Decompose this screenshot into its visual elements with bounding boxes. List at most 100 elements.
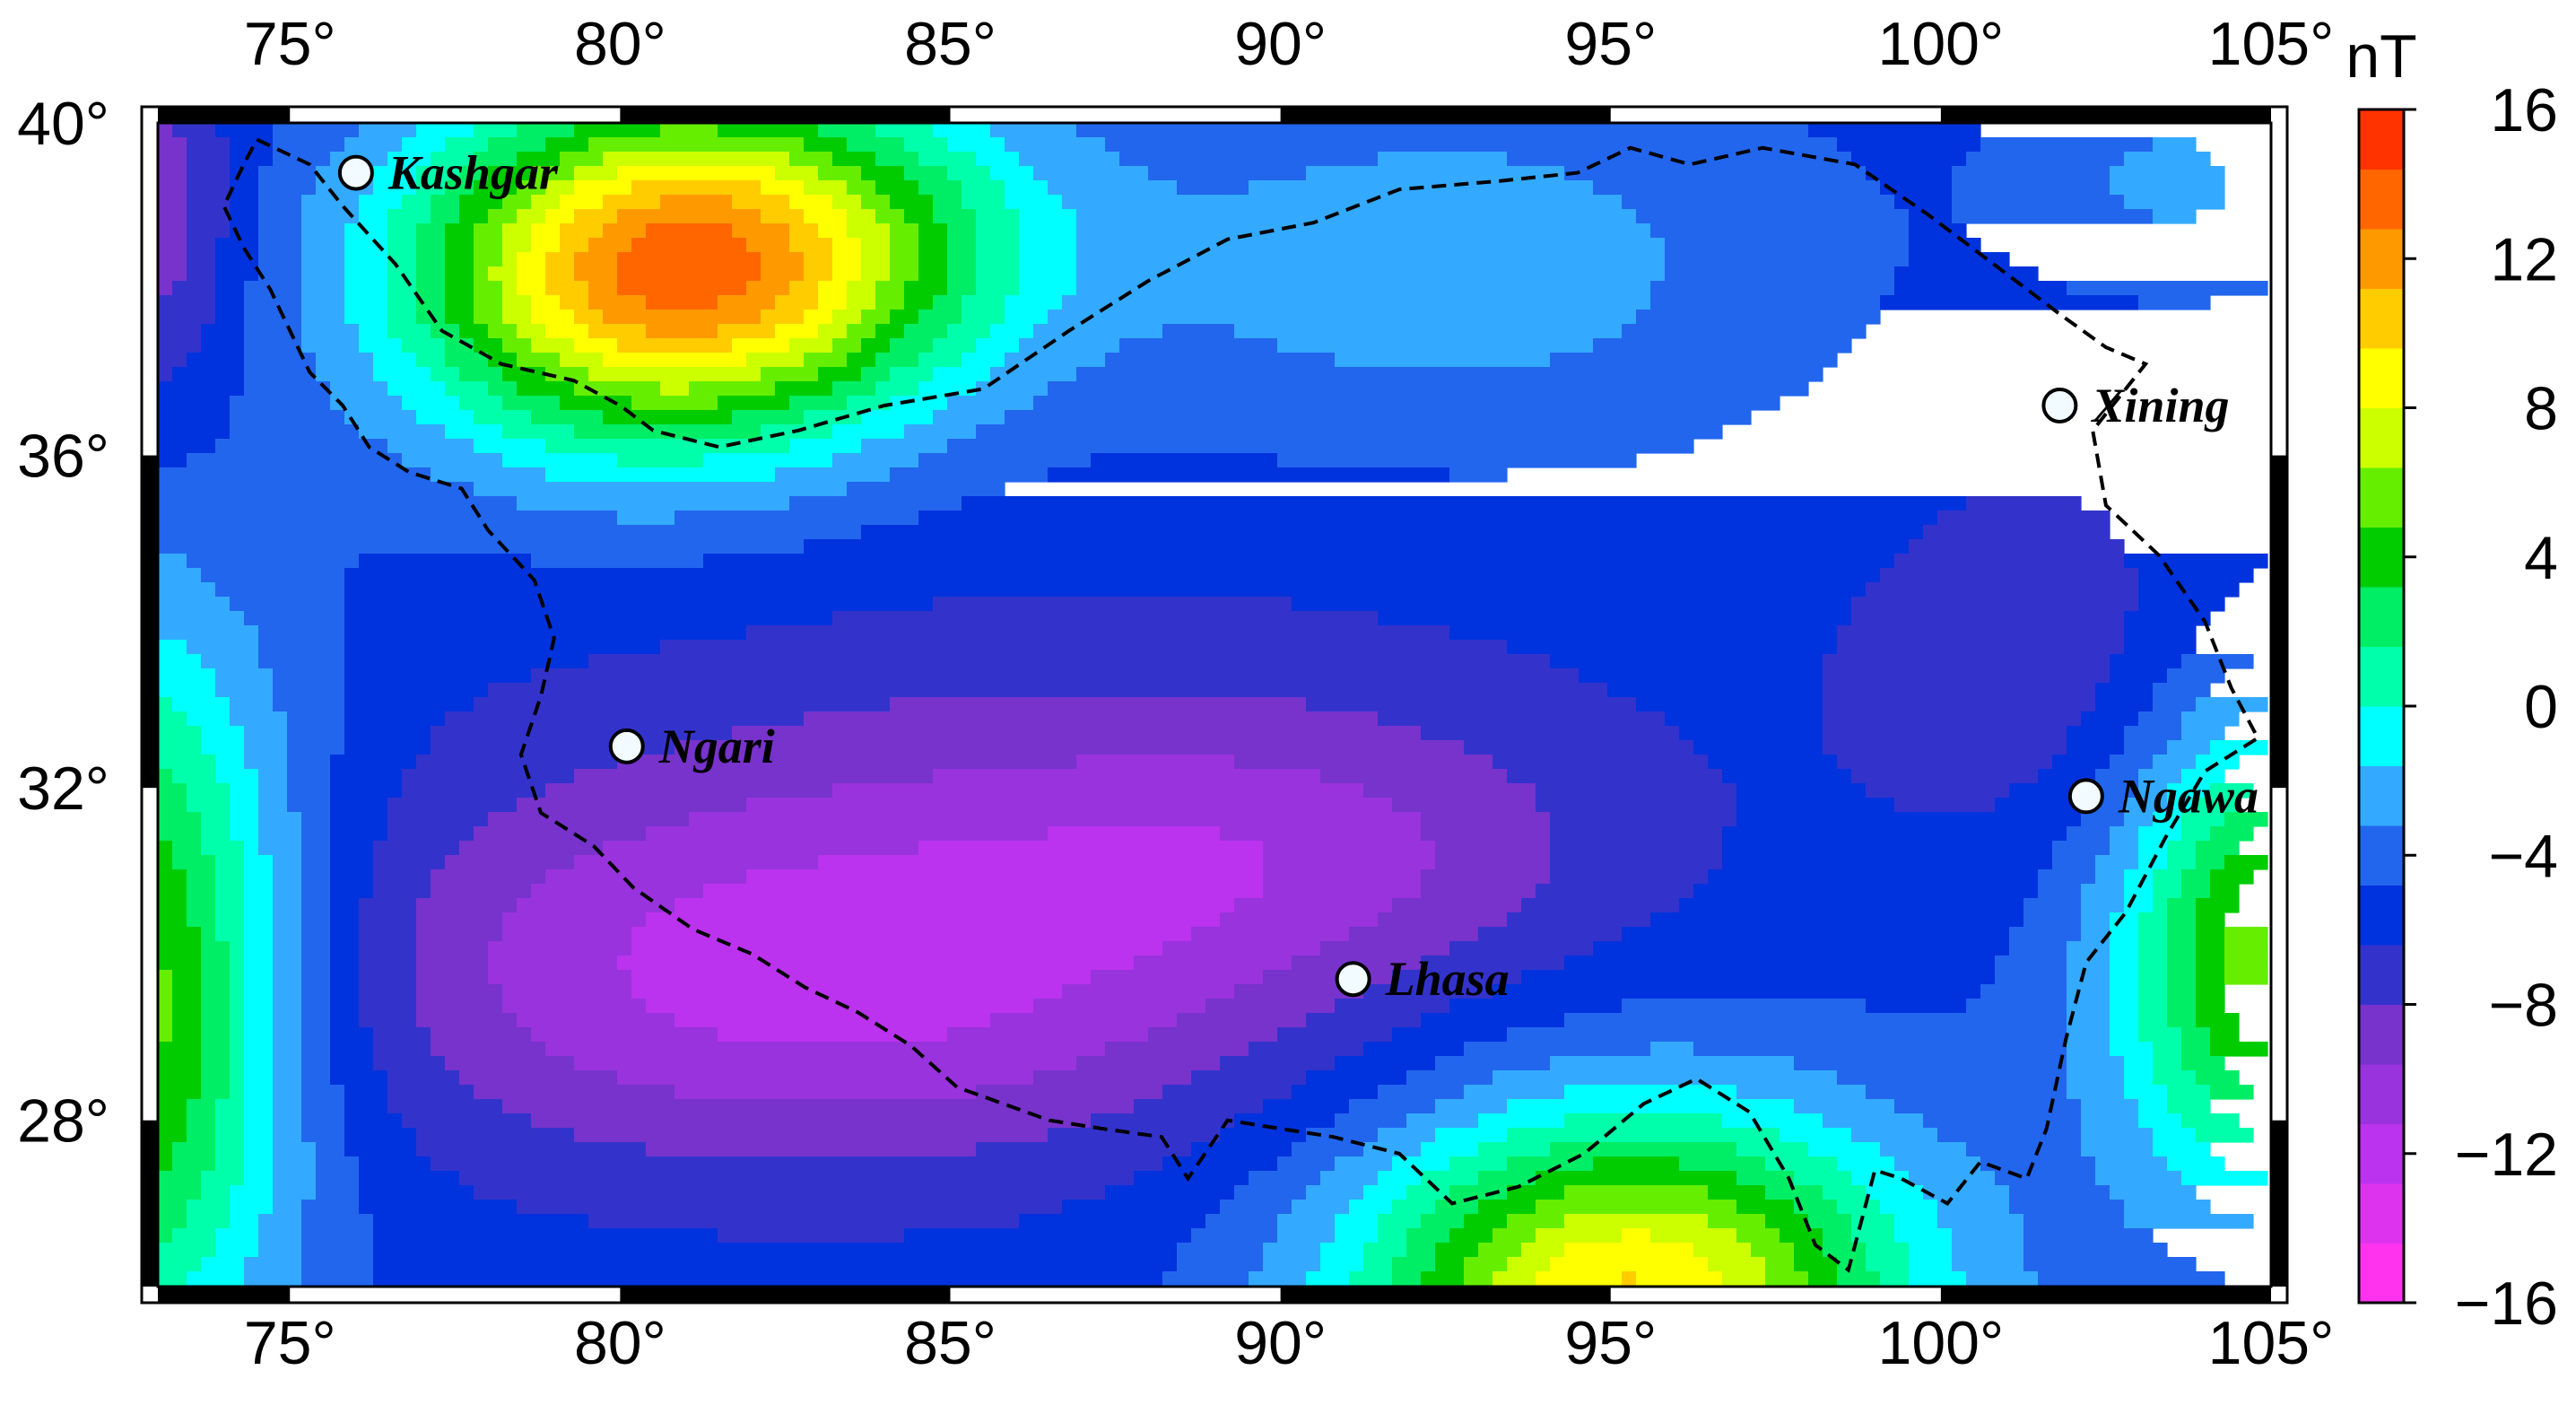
contour-cell bbox=[1277, 1027, 1393, 1043]
contour-cell bbox=[2067, 1056, 2125, 1071]
contour-cell bbox=[1909, 238, 1981, 253]
contour-cell bbox=[2110, 654, 2182, 669]
contour-cell bbox=[832, 381, 876, 397]
contour-cell bbox=[1823, 1113, 1924, 1129]
contour-cell bbox=[918, 238, 948, 253]
contour-cell bbox=[474, 310, 503, 325]
contour-cell bbox=[847, 223, 891, 239]
contour-cell bbox=[416, 238, 446, 253]
contour-cell bbox=[646, 295, 718, 310]
contour-cell bbox=[861, 310, 891, 325]
contour-cell bbox=[517, 209, 546, 224]
contour-cell bbox=[201, 1185, 231, 1200]
contour-cell bbox=[588, 1214, 1020, 1229]
contour-cell bbox=[904, 1228, 1192, 1244]
contour-cell bbox=[1162, 1271, 1249, 1287]
contour-cell bbox=[158, 1099, 187, 1114]
contour-cell bbox=[947, 223, 977, 239]
contour-cell bbox=[1966, 152, 2125, 167]
contour-cell bbox=[187, 798, 231, 813]
contour-cell bbox=[1449, 999, 1623, 1014]
contour-cell bbox=[2038, 884, 2082, 899]
contour-cell bbox=[732, 195, 790, 210]
place-label-ngari: Ngari bbox=[658, 720, 775, 773]
contour-cell bbox=[674, 1085, 977, 1100]
contour-cell bbox=[502, 252, 518, 267]
contour-cell bbox=[847, 324, 876, 339]
contour-cell bbox=[287, 755, 331, 770]
contour-cell bbox=[474, 223, 503, 239]
contour-cell bbox=[1622, 927, 2010, 942]
contour-cell bbox=[1162, 941, 1321, 956]
contour-cell bbox=[373, 1027, 431, 1043]
contour-cell bbox=[230, 697, 274, 712]
contour-cell bbox=[1952, 166, 2110, 181]
contour-cell bbox=[215, 884, 245, 899]
contour-cell bbox=[373, 367, 431, 382]
contour-cell bbox=[301, 869, 331, 885]
contour-cell bbox=[2095, 783, 2139, 798]
frame-bar bbox=[142, 455, 158, 789]
contour-cell bbox=[1421, 1013, 1565, 1028]
contour-cell bbox=[416, 123, 474, 138]
contour-cell bbox=[746, 798, 1393, 813]
contour-cell bbox=[1794, 1171, 1852, 1186]
contour-cell bbox=[1105, 1185, 1235, 1200]
contour-cell bbox=[172, 1027, 202, 1043]
contour-cell bbox=[2052, 855, 2096, 870]
contour-cell bbox=[459, 1171, 1135, 1186]
colorbar-swatch bbox=[2359, 527, 2404, 588]
contour-cell bbox=[531, 238, 561, 253]
contour-cell bbox=[258, 798, 288, 813]
contour-cell bbox=[603, 152, 790, 167]
contour-cell bbox=[832, 266, 862, 282]
contour-cell bbox=[2095, 1156, 2168, 1172]
contour-cell bbox=[1679, 726, 1823, 741]
contour-cell bbox=[1765, 1271, 1809, 1287]
contour-cell bbox=[215, 927, 245, 942]
contour-cell bbox=[1005, 410, 1752, 425]
contour-cell bbox=[244, 1128, 274, 1143]
contour-cell bbox=[545, 137, 589, 153]
contour-cell bbox=[1521, 1243, 1565, 1258]
contour-cell bbox=[1995, 970, 2067, 985]
contour-cell bbox=[488, 970, 632, 985]
contour-cell bbox=[933, 295, 962, 310]
contour-cell bbox=[847, 353, 876, 368]
contour-cell bbox=[818, 295, 848, 310]
contour-cell bbox=[2138, 1013, 2168, 1028]
contour-cell bbox=[287, 798, 331, 813]
contour-cell bbox=[158, 740, 202, 755]
contour-cell bbox=[1421, 726, 1680, 741]
contour-cell bbox=[1478, 927, 1623, 942]
contour-cell bbox=[158, 1200, 187, 1215]
contour-cell bbox=[201, 1013, 231, 1028]
contour-cell bbox=[1134, 1171, 1249, 1186]
contour-cell bbox=[258, 1228, 302, 1244]
contour-cell bbox=[273, 869, 302, 885]
contour-cell bbox=[962, 310, 1005, 325]
contour-cell bbox=[258, 180, 317, 196]
contour-cell bbox=[215, 1113, 245, 1129]
contour-cell bbox=[674, 740, 1465, 755]
contour-cell bbox=[1493, 1228, 1536, 1244]
contour-cell bbox=[1349, 1200, 1393, 1215]
contour-cell bbox=[158, 310, 216, 325]
contour-cell bbox=[301, 855, 331, 870]
contour-cell bbox=[1507, 640, 1838, 655]
contour-cell bbox=[990, 367, 1077, 382]
contour-cell bbox=[531, 410, 604, 425]
contour-cell bbox=[947, 1027, 1149, 1043]
contour-cell bbox=[1048, 381, 1809, 397]
contour-cell bbox=[746, 869, 1264, 885]
contour-cell bbox=[244, 755, 288, 770]
contour-cell bbox=[373, 180, 417, 196]
contour-cell bbox=[301, 927, 331, 942]
contour-cell bbox=[502, 238, 532, 253]
contour-cell bbox=[273, 941, 302, 956]
contour-cell bbox=[1091, 1113, 1235, 1129]
contour-cell bbox=[158, 1070, 202, 1086]
contour-cell bbox=[818, 223, 848, 239]
contour-cell bbox=[2081, 1128, 2154, 1143]
contour-cell bbox=[1937, 1200, 2010, 1215]
